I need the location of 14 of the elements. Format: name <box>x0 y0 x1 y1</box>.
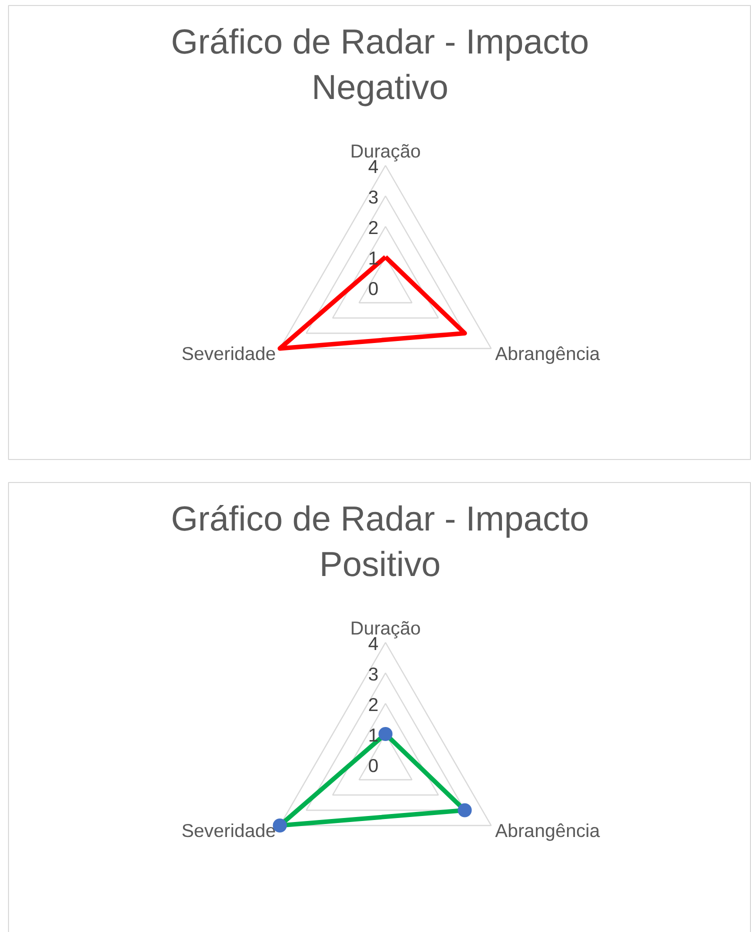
y-tick-label: 1 <box>368 248 379 268</box>
y-tick-label: 3 <box>368 186 379 208</box>
spoke-label: Abrangência <box>495 343 601 364</box>
spoke-label: Severidade <box>181 820 276 841</box>
chart-title: Gráfico de Radar - Impacto Positivo <box>171 500 589 584</box>
y-tick-label: 1 <box>368 724 379 746</box>
y-tick-label: 2 <box>368 694 379 715</box>
spoke-label: Abrangência <box>495 820 601 841</box>
y-tick-label: 0 <box>368 278 379 299</box>
y-tick-label: 2 <box>368 217 379 238</box>
y-tick-label: 3 <box>368 664 379 684</box>
y-tick-label: 0 <box>368 755 379 776</box>
spoke-label: Severidade <box>181 343 276 364</box>
chart-title: Gráfico de Radar - Impacto Negativo <box>171 24 589 108</box>
